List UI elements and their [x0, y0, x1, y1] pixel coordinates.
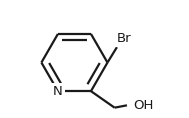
- Text: Br: Br: [117, 32, 131, 45]
- Text: OH: OH: [133, 99, 154, 112]
- Text: N: N: [53, 85, 63, 98]
